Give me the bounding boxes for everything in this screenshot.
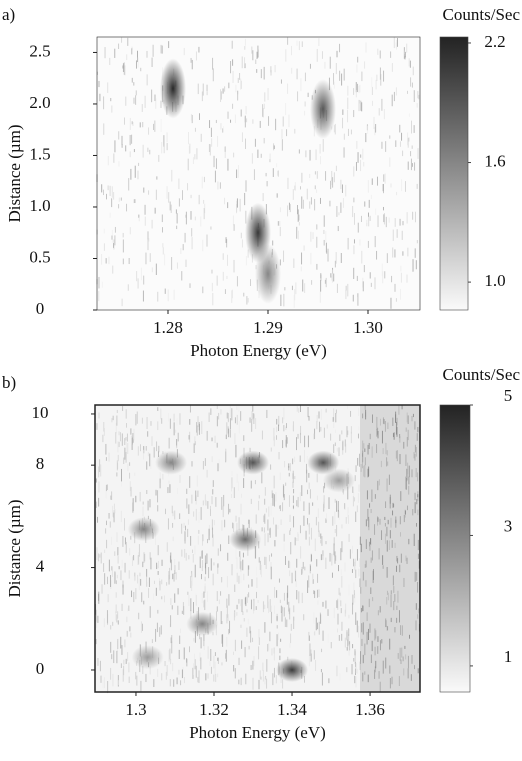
spot [255, 243, 281, 304]
colorbar-tick-label: 1.0 [484, 271, 505, 290]
colorbar-tick-label: 5 [504, 386, 513, 405]
y-tick-label: 8 [36, 454, 45, 473]
y-tick-label: 0 [36, 659, 45, 678]
y-axis-label: Distance (µm) [5, 124, 24, 222]
y-tick-label: 1.0 [29, 196, 50, 215]
plot-frame [96, 36, 421, 311]
y-tick-label: 2.5 [29, 41, 50, 60]
x-axis-label: Photon Energy (eV) [189, 723, 326, 742]
spot [237, 450, 270, 475]
spot [131, 645, 164, 670]
spot [307, 450, 340, 475]
colorbar-tick-label: 1 [504, 647, 513, 666]
colorbar [439, 404, 471, 693]
y-tick-label: 4 [36, 556, 45, 575]
x-tick-label: 1.30 [353, 318, 383, 337]
colorbar-title: Counts/Sec [443, 5, 521, 24]
spot [310, 79, 336, 140]
spot [186, 611, 219, 636]
spot [229, 527, 262, 552]
spot [127, 517, 160, 542]
x-tick-label: 1.28 [153, 318, 183, 337]
x-tick-label: 1.3 [125, 700, 146, 719]
spot [276, 657, 309, 682]
y-tick-label: 0.5 [29, 247, 50, 266]
colorbar-tick-label: 3 [504, 516, 513, 535]
y-tick-label: 1.5 [29, 144, 50, 163]
x-tick-label: 1.29 [253, 318, 283, 337]
y-tick-label: 0 [36, 299, 45, 318]
x-tick-label: 1.36 [355, 700, 385, 719]
spot [322, 468, 355, 493]
colorbar-title: Counts/Sec [443, 365, 521, 384]
x-tick-label: 1.34 [277, 700, 307, 719]
plot-frame [94, 404, 421, 693]
texture [360, 405, 420, 692]
spot [160, 58, 186, 119]
colorbar-tick-label: 1.6 [484, 151, 505, 170]
spot [155, 450, 188, 475]
y-tick-label: 10 [32, 403, 49, 422]
x-tick-label: 1.32 [199, 700, 229, 719]
panel-label: b) [2, 373, 16, 392]
panel-label: a) [2, 5, 15, 24]
y-tick-label: 2.0 [29, 93, 50, 112]
colorbar-tick-label: 2.2 [484, 32, 505, 51]
x-axis-label: Photon Energy (eV) [190, 341, 327, 360]
y-axis-label: Distance (µm) [5, 499, 24, 597]
colorbar [439, 36, 469, 311]
